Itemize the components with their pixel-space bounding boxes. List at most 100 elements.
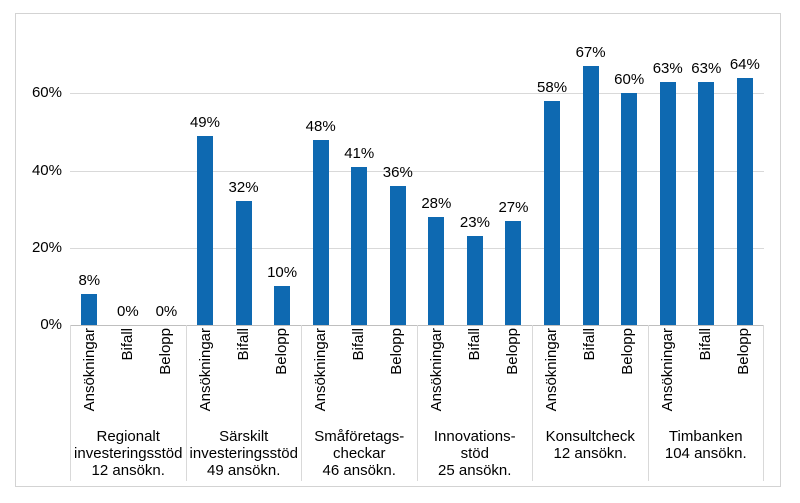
sub-category-label: Belopp (272, 328, 290, 375)
gridline-20 (70, 247, 764, 249)
group-label-line: 12 ansökn. (553, 445, 627, 462)
group-label: Regionalt investeringsstöd 12 ansökn. (71, 425, 186, 481)
bar-belopp-group3 (389, 185, 406, 325)
group-label-line: Timbanken (668, 428, 743, 445)
sub-category-row: Ansökningar Bifall Belopp (71, 325, 186, 425)
bar-ansökningar-group3 (312, 139, 329, 325)
data-label: 36% (382, 163, 413, 181)
sub-category-label: Bifall (119, 328, 137, 361)
y-tick-label: 60% (31, 84, 62, 102)
group-label-line: Regionalt (96, 428, 160, 445)
bar-belopp-group5 (621, 93, 638, 325)
sub-category-row: Ansökningar Bifall Belopp (418, 325, 533, 425)
category-group-2: Ansökningar Bifall Belopp Särskilt investeri… (185, 325, 302, 481)
sub-category-slot: Ansökningar (418, 325, 456, 425)
sub-category-slot: Bifall (571, 325, 609, 425)
sub-category-slot: Belopp (609, 325, 647, 425)
bar-slot: 48% (301, 16, 340, 325)
sub-category-slot: Ansökningar (302, 325, 340, 425)
bar-slot: 63% (687, 16, 726, 325)
bar-bifall-group5 (582, 66, 599, 325)
gridline-60 (70, 93, 764, 95)
bar-slot: 28% (417, 16, 456, 325)
data-label: 49% (189, 113, 220, 131)
bar-bifall-group4 (466, 236, 483, 325)
data-label: 0% (117, 303, 139, 320)
sub-category-label: Belopp (503, 328, 521, 375)
category-group-4: Ansökningar Bifall Belopp Innovations-stöd 2… (416, 325, 533, 481)
data-label: 10% (267, 264, 298, 282)
group-label: Innovations-stöd 25 ansökn. (418, 425, 533, 481)
bar-slot: 32% (224, 16, 263, 325)
sub-category-label: Belopp (157, 328, 175, 375)
sub-category-slot: Belopp (494, 325, 532, 425)
group-label-line: investeringsstöd (74, 445, 183, 462)
data-label: 60% (614, 71, 645, 89)
sub-category-slot: Belopp (378, 325, 416, 425)
data-label: 67% (575, 44, 606, 62)
sub-category-slot: Bifall (456, 325, 494, 425)
bar-ansökningar-group2 (196, 135, 213, 325)
data-label: 64% (729, 55, 760, 73)
sub-category-label: Ansökningar (658, 328, 676, 412)
group-label: Timbanken 104 ansökn. (649, 425, 764, 481)
group-label-line: stöd (460, 445, 489, 462)
y-axis: 0% 20% 40% 60% (16, 16, 62, 333)
sub-category-slot: Ansökningar (71, 325, 109, 425)
sub-category-row: Ansökningar Bifall Belopp (187, 325, 302, 425)
sub-category-label: Bifall (465, 328, 483, 361)
category-group-3: Ansökningar Bifall Belopp Småföretags-check… (301, 325, 417, 481)
data-label: 63% (691, 59, 722, 77)
sub-category-label: Bifall (234, 328, 252, 361)
bar-slot: 49% (186, 16, 225, 325)
data-label: 0% (155, 303, 178, 320)
sub-category-slot: Ansökningar (649, 325, 687, 425)
gridline-40 (70, 170, 764, 172)
sub-category-slot: Bifall (687, 325, 725, 425)
bar-slot: 27% (494, 16, 533, 325)
y-tick-label: 40% (31, 161, 62, 179)
y-tick-label: 0% (40, 316, 62, 333)
group-label-line: Särskilt (219, 428, 269, 445)
bar-ansökningar-group6 (659, 81, 676, 325)
bar-bifall-group2 (235, 201, 252, 325)
bar-belopp-group2 (274, 286, 291, 325)
plot-area: 8% 0% 0% 49% 32% 10% 48% 41% 36% 28% 23% 27% 58% 67% 6… (70, 16, 764, 326)
bar-slot: 8% (70, 16, 109, 325)
sub-category-label: Ansökningar (196, 328, 214, 412)
group-label-line: 104 ansökn. (664, 445, 747, 462)
data-label: 28% (421, 194, 452, 212)
sub-category-label: Ansökningar (312, 328, 330, 412)
bar-slot: 67% (571, 16, 610, 325)
sub-category-label: Bifall (696, 328, 714, 361)
sub-category-label: Belopp (388, 328, 406, 375)
y-tick-label: 20% (31, 238, 62, 256)
bar-ansökningar-group1 (81, 294, 98, 325)
group-label-line: 12 ansökn. (91, 462, 165, 479)
bar-slot: 63% (648, 16, 687, 325)
sub-category-slot: Bifall (340, 325, 378, 425)
group-label-line: 49 ansökn. (207, 462, 281, 479)
data-label: 23% (459, 214, 490, 232)
sub-category-row: Ansökningar Bifall Belopp (649, 325, 764, 425)
bar-slot: 0% (147, 16, 186, 325)
sub-category-slot: Belopp (725, 325, 763, 425)
sub-category-label: Bifall (350, 328, 368, 361)
data-label: 32% (228, 179, 259, 197)
bar-ansökningar-group5 (544, 100, 561, 325)
sub-category-slot: Belopp (263, 325, 301, 425)
data-label: 8% (78, 272, 101, 290)
data-label: 48% (305, 117, 336, 135)
category-group-6: Ansökningar Bifall Belopp Timbanken 104 ansö… (647, 325, 764, 481)
group-label-line: Småföretags- (314, 428, 405, 445)
bar-slot: 36% (379, 16, 418, 325)
sub-category-slot: Ansökningar (187, 325, 225, 425)
sub-category-label: Ansökningar (427, 328, 445, 412)
group-label-line: Innovations- (433, 428, 516, 445)
sub-category-label: Belopp (734, 328, 752, 375)
bar-slot: 10% (263, 16, 302, 325)
category-axis-band: Ansökningar Bifall Belopp Regionalt invester… (70, 325, 764, 481)
bar-slot: 0% (109, 16, 148, 325)
data-label: 27% (498, 198, 529, 216)
data-label: 58% (537, 78, 568, 96)
